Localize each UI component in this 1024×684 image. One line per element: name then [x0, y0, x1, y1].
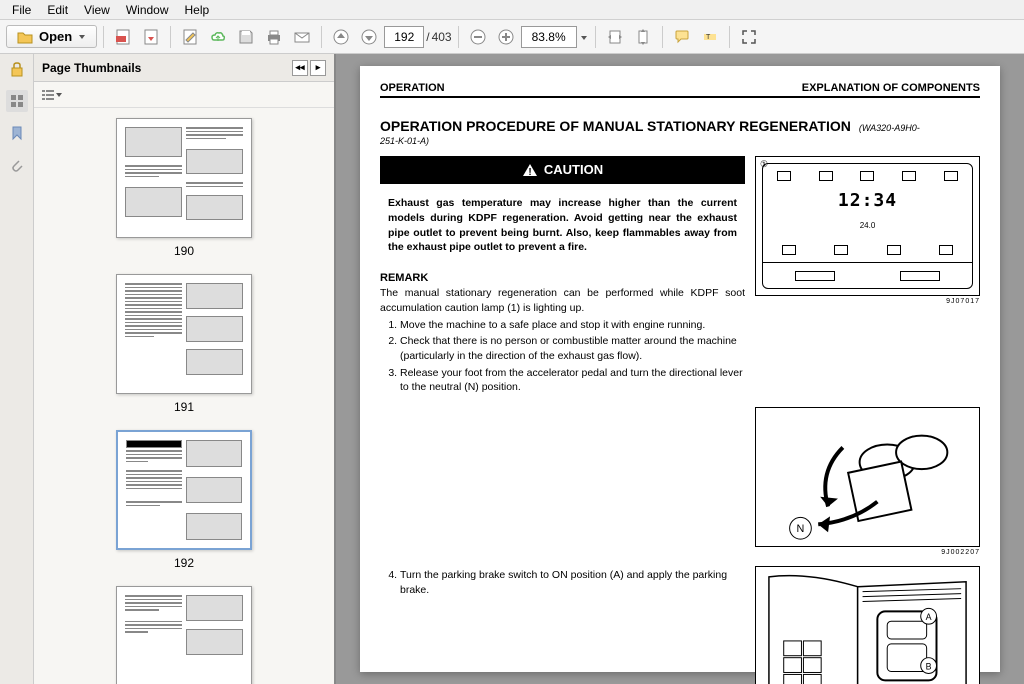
separator: [729, 26, 730, 48]
comment-icon[interactable]: [669, 24, 695, 50]
remark-text: The manual stationary regeneration can b…: [380, 286, 745, 315]
folder-open-icon: [17, 30, 33, 44]
svg-text:B: B: [926, 662, 932, 672]
document-viewport[interactable]: OPERATION EXPLANATION OF COMPONENTS OPER…: [336, 54, 1024, 684]
thumbnail-192[interactable]: 192: [34, 430, 334, 570]
thumbnail-190[interactable]: 190: [34, 118, 334, 258]
steps-list: Move the machine to a safe place and sto…: [380, 318, 745, 395]
section-code: 251-K-01-A): [380, 136, 980, 146]
remark-label: REMARK: [380, 271, 745, 286]
page-header-right: EXPLANATION OF COMPONENTS: [802, 82, 980, 94]
zoom-dropdown-icon[interactable]: [579, 28, 589, 46]
separator: [595, 26, 596, 48]
thumbnails-toolbar: [34, 82, 334, 108]
svg-text:!: !: [528, 167, 531, 177]
step-3: Release your foot from the accelerator p…: [400, 366, 745, 395]
svg-text:A: A: [926, 612, 932, 622]
menu-help[interactable]: Help: [177, 1, 218, 19]
figure-1-code: 9J07017: [755, 298, 980, 305]
menu-window[interactable]: Window: [118, 1, 177, 19]
sidebar-rail: [0, 54, 34, 684]
svg-text:T: T: [706, 34, 711, 41]
zoom-in-icon[interactable]: [493, 24, 519, 50]
page-down-icon[interactable]: [356, 24, 382, 50]
zoom-out-icon[interactable]: [465, 24, 491, 50]
print-icon[interactable]: [261, 24, 287, 50]
svg-text:N: N: [797, 523, 805, 535]
thumb-label: 192: [174, 556, 194, 570]
section-ref: (WA320-A9H0-: [859, 123, 920, 133]
thumb-label: 191: [174, 400, 194, 414]
steps-list-2: Turn the parking brake switch to ON posi…: [380, 568, 745, 597]
page-header-left: OPERATION: [380, 82, 445, 94]
email-icon[interactable]: [289, 24, 315, 50]
warning-icon: !: [522, 163, 538, 177]
step-1: Move the machine to a safe place and sto…: [400, 318, 745, 333]
fit-page-icon[interactable]: [630, 24, 656, 50]
step-4: Turn the parking brake switch to ON posi…: [400, 568, 745, 597]
separator: [458, 26, 459, 48]
export-pdf-icon[interactable]: [138, 24, 164, 50]
figure-2-code: 9J002207: [755, 549, 980, 556]
menu-bar: File Edit View Window Help: [0, 0, 1024, 20]
thumbnails-icon[interactable]: [6, 90, 28, 112]
dash-clock: 12:34: [838, 190, 897, 211]
dash-subvalue: 24.0: [860, 221, 876, 230]
page-up-icon[interactable]: [328, 24, 354, 50]
separator: [170, 26, 171, 48]
thumbnail-191[interactable]: 191: [34, 274, 334, 414]
highlight-icon[interactable]: T: [697, 24, 723, 50]
figure-3: A B: [755, 566, 980, 684]
thumb-options-icon[interactable]: [40, 84, 62, 106]
collapse-left-icon[interactable]: ◂◂: [292, 60, 308, 76]
section-title: OPERATION PROCEDURE OF MANUAL STATIONARY…: [380, 118, 851, 134]
caution-box: ! CAUTION: [380, 156, 745, 184]
fit-width-icon[interactable]: [602, 24, 628, 50]
edit-icon[interactable]: [177, 24, 203, 50]
separator: [321, 26, 322, 48]
page-total: 403: [432, 30, 452, 44]
menu-edit[interactable]: Edit: [39, 1, 76, 19]
page-separator: /: [426, 30, 429, 44]
lock-icon[interactable]: [6, 58, 28, 80]
separator: [662, 26, 663, 48]
thumbnails-header: Page Thumbnails ◂◂ ▸: [34, 54, 334, 82]
save-icon[interactable]: [233, 24, 259, 50]
thumb-label: 190: [174, 244, 194, 258]
step-2: Check that there is no person or combust…: [400, 334, 745, 363]
page-number-input[interactable]: [384, 26, 424, 48]
menu-view[interactable]: View: [76, 1, 118, 19]
thumbnails-panel: Page Thumbnails ◂◂ ▸ 190 191 192: [34, 54, 336, 684]
caution-text: Exhaust gas temperature may increase hig…: [380, 190, 745, 261]
attachment-icon[interactable]: [6, 154, 28, 176]
open-button[interactable]: Open: [6, 25, 97, 48]
figure-1: ① 12:34 24.0: [755, 156, 980, 296]
open-label: Open: [39, 29, 72, 44]
figure-2: N: [755, 407, 980, 547]
cloud-icon[interactable]: [205, 24, 231, 50]
fullscreen-icon[interactable]: [736, 24, 762, 50]
create-pdf-icon[interactable]: [110, 24, 136, 50]
menu-file[interactable]: File: [4, 1, 39, 19]
toolbar: Open / 403 T: [0, 20, 1024, 54]
bookmark-icon[interactable]: [6, 122, 28, 144]
collapse-right-icon[interactable]: ▸: [310, 60, 326, 76]
zoom-input[interactable]: [521, 26, 577, 48]
thumbnail-193[interactable]: 193: [34, 586, 334, 684]
caution-label: CAUTION: [544, 161, 603, 179]
document-page: OPERATION EXPLANATION OF COMPONENTS OPER…: [360, 66, 1000, 672]
thumbnails-list[interactable]: 190 191 192 193: [34, 108, 334, 684]
dropdown-icon: [78, 33, 86, 41]
separator: [103, 26, 104, 48]
thumbnails-title: Page Thumbnails: [42, 61, 141, 75]
